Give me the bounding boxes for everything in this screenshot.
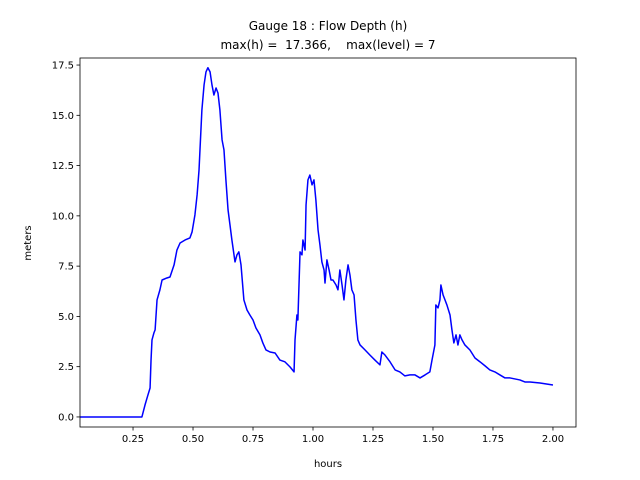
x-tick-label: 2.00	[542, 434, 564, 445]
y-axis-label: meters	[23, 225, 34, 260]
x-tick-label: 1.75	[482, 434, 504, 445]
x-tick-label: 0.75	[242, 434, 264, 445]
y-tick-label: 7.5	[58, 262, 74, 273]
x-axis-label: hours	[314, 459, 342, 470]
x-tick-label: 1.25	[362, 434, 384, 445]
data-line	[80, 66, 554, 418]
x-tick-label: 0.50	[182, 434, 204, 445]
y-tick-label: 2.5	[58, 362, 74, 373]
x-tick-label: 1.00	[302, 434, 324, 445]
x-tick-label: 0.25	[122, 434, 144, 445]
axes-frame	[79, 57, 577, 428]
y-tick-label: 5.0	[58, 312, 74, 323]
chart-title: Gauge 18 : Flow Depth (h)	[249, 19, 408, 33]
x-tick-label: 1.50	[422, 434, 444, 445]
y-tick-label: 17.5	[52, 61, 74, 72]
chart-subtitle: max(h) = 17.366, max(level) = 7	[220, 38, 435, 52]
y-tick-label: 15.0	[52, 111, 74, 122]
y-tick-label: 10.0	[52, 211, 74, 222]
y-tick-label: 12.5	[52, 161, 74, 172]
y-tick-label: 0.0	[58, 412, 74, 423]
